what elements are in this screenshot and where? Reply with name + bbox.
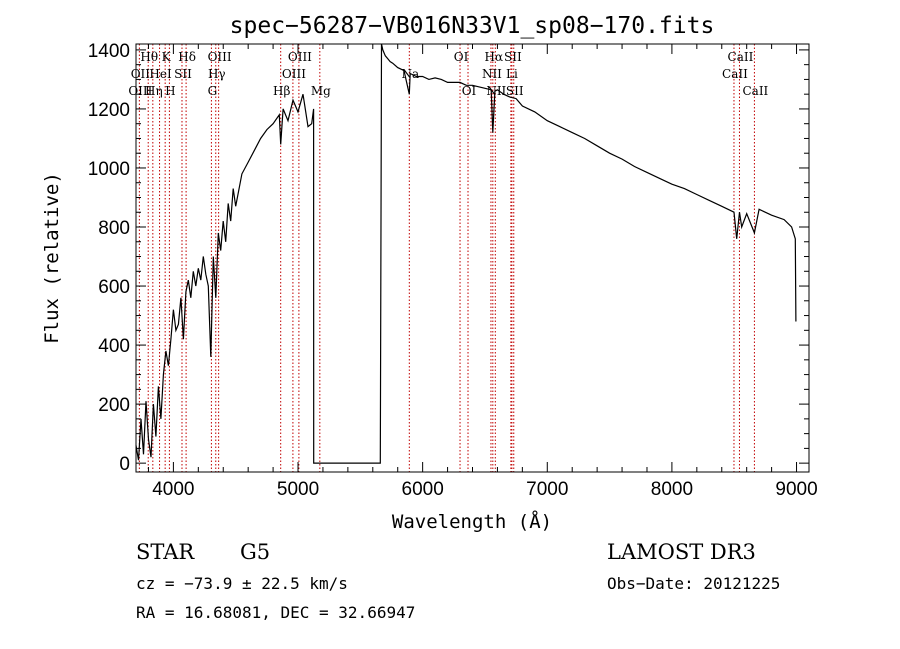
- line-label: G: [208, 84, 218, 98]
- line-label: OIII: [288, 50, 312, 64]
- line-label: CaII: [722, 67, 748, 81]
- redshift-text: cz = −73.9 ± 22.5 km/s: [136, 574, 348, 593]
- axis-ticks: 4000 5000 6000 7000 8000 9000 0 200 400 600 800 100…: [88, 41, 818, 500]
- y-axis-label: Flux (relative): [41, 172, 63, 344]
- line-label: NII: [482, 67, 502, 81]
- line-label: HeI: [149, 67, 172, 81]
- y-tick-label: 800: [98, 218, 130, 239]
- x-tick-label: 8000: [651, 479, 693, 500]
- x-tick-label: 9000: [775, 479, 817, 500]
- x-axis-label: Wavelength (Å): [392, 510, 552, 533]
- x-tick-label: 4000: [152, 479, 194, 500]
- line-label: OI: [462, 84, 477, 98]
- spectral-line-markers: [138, 44, 755, 472]
- object-type: STAR: [136, 540, 195, 564]
- x-tick-label: 7000: [526, 479, 568, 500]
- subclass: G5: [240, 540, 271, 564]
- line-label: Hβ: [273, 84, 290, 98]
- line-label: OIII: [208, 50, 232, 64]
- line-label: Hα: [485, 50, 504, 64]
- line-label: K: [162, 50, 172, 64]
- line-label: Hη: [145, 84, 163, 98]
- y-tick-label: 1200: [88, 100, 130, 121]
- survey-name: LAMOST DR3: [607, 540, 756, 564]
- line-label: CaII: [728, 50, 754, 64]
- spectral-line-labels: Hθ OII OIII K HeI Hη SII H Hδ OIII Hγ G OIII OIII Hβ Mg…: [128, 50, 768, 98]
- coordinates: RA = 16.68081, DEC = 32.66947: [136, 603, 416, 622]
- line-label: OIII: [128, 84, 152, 98]
- line-label: Hθ: [140, 50, 158, 64]
- line-label: OII: [131, 67, 151, 81]
- y-tick-label: 400: [98, 336, 130, 357]
- line-label: SII: [174, 67, 192, 81]
- x-tick-label: 6000: [402, 479, 444, 500]
- y-tick-label: 600: [98, 277, 130, 298]
- line-label: SII: [506, 84, 524, 98]
- obs-date: Obs−Date: 20121225: [607, 574, 781, 593]
- spectrum-line: [135, 43, 797, 464]
- line-label: Mg: [311, 84, 331, 98]
- line-label: OIII: [282, 67, 306, 81]
- line-label: Hδ: [178, 50, 196, 64]
- y-tick-label: 1400: [88, 41, 130, 62]
- chart-title: spec−56287−VB016N33V1_sp08−170.fits: [230, 13, 715, 39]
- line-label: Li: [506, 67, 518, 81]
- plot-frame: [135, 43, 810, 473]
- x-tick-label: 5000: [277, 479, 319, 500]
- line-label: Hγ: [208, 67, 226, 81]
- line-label: OI: [454, 50, 469, 64]
- line-label: H: [165, 84, 175, 98]
- y-tick-label: 1000: [88, 159, 130, 180]
- line-label: CaII: [742, 84, 768, 98]
- line-label: SII: [504, 50, 522, 64]
- y-tick-label: 200: [98, 395, 130, 416]
- y-tick-label: 0: [119, 454, 130, 475]
